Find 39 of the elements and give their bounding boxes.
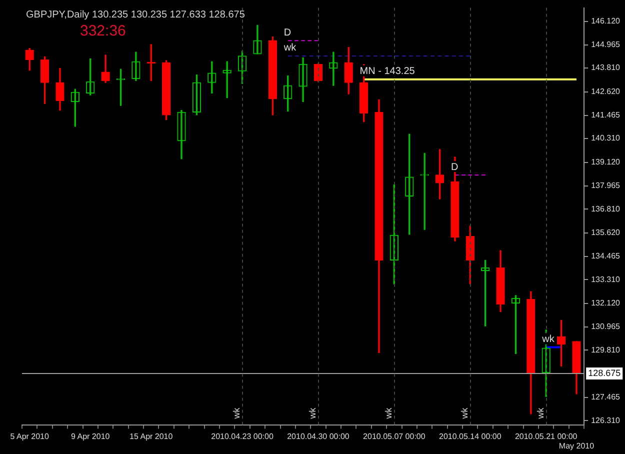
x-tick-label: 15 Apr 2010 [130, 432, 174, 441]
x-tick-label: 2010.04.23 00:00 [211, 432, 274, 441]
y-tick-label: 133.310 [591, 274, 621, 284]
ref-line-label: wk [231, 407, 242, 420]
series-label: MN - 143.25 [360, 66, 416, 78]
series-label: D [284, 27, 292, 38]
annotation: 332:36 [80, 22, 126, 40]
y-tick-label: 134.465 [591, 251, 621, 260]
x-tick-label: 2010.05.07 00:00 [363, 432, 426, 441]
chart-title: GBPJPY,Daily 130.235 130.235 127.633 128.675 [26, 10, 246, 21]
series-label: wk [282, 42, 298, 54]
series-label: wk [541, 334, 556, 345]
y-tick-label: 143.810 [591, 63, 621, 72]
x-tick-label: 2010.04.30 00:00 [287, 432, 350, 441]
ref-line-label: 128.675 [588, 368, 621, 378]
y-tick-label: 127.465 [591, 392, 621, 402]
ref-line-label: wk [535, 407, 546, 420]
y-tick-label: 135.620 [591, 228, 621, 238]
y-tick-label: 126.310 [591, 416, 621, 425]
x-tick-label: 2010.05.21 00:00 [514, 432, 578, 441]
y-tick-label: 140.310 [591, 134, 621, 143]
y-tick-label: 142.620 [591, 87, 621, 96]
x-tick-label: 2010.05.14 00:00 [439, 432, 502, 441]
y-tick-label: 146.120 [591, 16, 621, 26]
y-tick-label: 130.965 [591, 322, 621, 331]
y-tick-label: 144.965 [591, 40, 621, 49]
ref-line-label: wk [307, 407, 318, 420]
y-tick-label: 136.810 [591, 204, 621, 214]
y-tick-label: 129.810 [591, 345, 621, 354]
ref-line-label: wk [459, 407, 470, 420]
y-tick-label: 137.965 [591, 180, 621, 190]
ref-line-label: wk [383, 407, 394, 420]
x-tick-label: 9 Apr 2010 [71, 432, 110, 441]
y-tick-label: 141.465 [591, 110, 621, 120]
x-tick-label: May 2010 [558, 441, 595, 450]
y-tick-label: 139.120 [591, 158, 621, 167]
y-tick-label: 132.120 [591, 298, 621, 308]
series-label: D [450, 162, 458, 173]
x-tick-label: 5 Apr 2010 [10, 432, 50, 441]
